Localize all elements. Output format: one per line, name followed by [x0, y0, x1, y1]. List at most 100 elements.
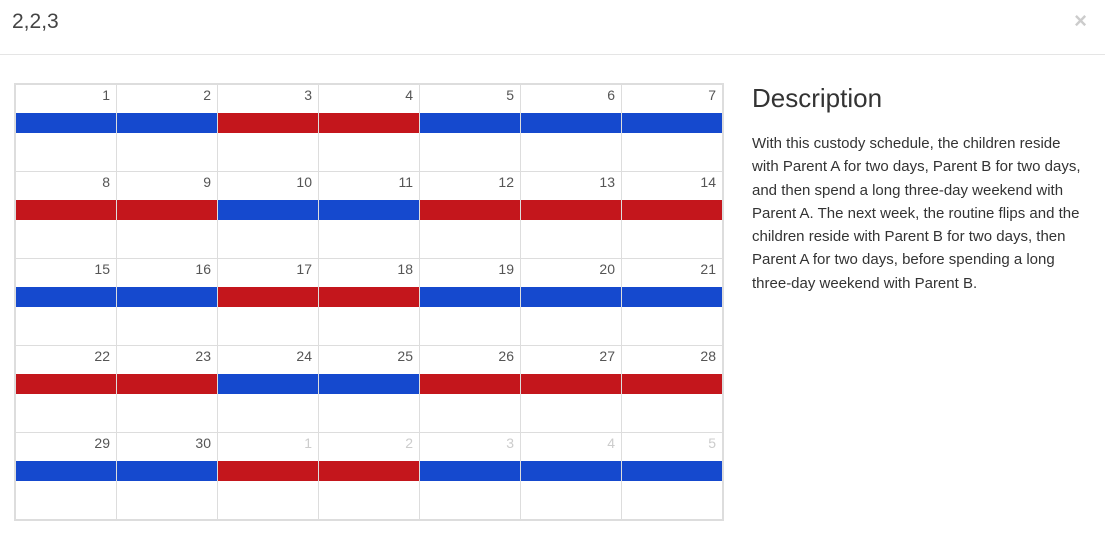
custody-bar: [117, 374, 217, 394]
day-number: 25: [319, 348, 413, 364]
custody-bar: [420, 287, 520, 307]
calendar-day-cell: 2: [319, 433, 420, 520]
custody-bar: [117, 461, 217, 481]
custody-bar: [319, 374, 419, 394]
day-number: 20: [521, 261, 615, 277]
calendar-day-cell: 14: [622, 172, 723, 259]
day-number: 9: [117, 174, 211, 190]
day-number: 7: [622, 87, 716, 103]
day-number: 6: [521, 87, 615, 103]
calendar-day-cell: 6: [521, 85, 622, 172]
calendar-day-cell: 10: [218, 172, 319, 259]
description-panel: Description With this custody schedule, …: [752, 83, 1091, 521]
custody-bar: [420, 200, 520, 220]
description-body: With this custody schedule, the children…: [752, 132, 1091, 295]
custody-bar: [218, 461, 318, 481]
custody-bar: [319, 200, 419, 220]
day-number: 4: [521, 435, 615, 451]
custody-bar: [319, 113, 419, 133]
day-number: 5: [420, 87, 514, 103]
custody-bar: [622, 374, 722, 394]
custody-bar: [622, 461, 722, 481]
calendar-day-cell: 12: [420, 172, 521, 259]
calendar-day-cell: 1: [16, 85, 117, 172]
calendar-day-cell: 4: [319, 85, 420, 172]
custody-bar: [521, 461, 621, 481]
custody-bar: [420, 374, 520, 394]
day-number: 24: [218, 348, 312, 364]
day-number: 28: [622, 348, 716, 364]
calendar-day-cell: 27: [521, 346, 622, 433]
day-number: 18: [319, 261, 413, 277]
day-number: 2: [117, 87, 211, 103]
calendar-day-cell: 1: [218, 433, 319, 520]
calendar-day-cell: 8: [16, 172, 117, 259]
modal-title: 2,2,3: [12, 10, 59, 34]
day-number: 1: [16, 87, 110, 103]
day-number: 21: [622, 261, 716, 277]
description-heading: Description: [752, 83, 1091, 114]
calendar-day-cell: 16: [117, 259, 218, 346]
calendar-day-cell: 5: [420, 85, 521, 172]
calendar-day-cell: 28: [622, 346, 723, 433]
custody-bar: [521, 200, 621, 220]
calendar-row: 2223 24 25 26 27 28: [16, 346, 723, 433]
day-number: 16: [117, 261, 211, 277]
day-number: 17: [218, 261, 312, 277]
calendar-day-cell: 23: [117, 346, 218, 433]
day-number: 23: [117, 348, 211, 364]
calendar-day-cell: 4: [521, 433, 622, 520]
calendar-day-cell: 25: [319, 346, 420, 433]
custody-bar: [218, 374, 318, 394]
calendar-day-cell: 2: [117, 85, 218, 172]
calendar-day-cell: 3: [218, 85, 319, 172]
day-number: 2: [319, 435, 413, 451]
day-number: 3: [218, 87, 312, 103]
custody-bar: [117, 200, 217, 220]
custody-bar: [521, 287, 621, 307]
custody-bar: [117, 113, 217, 133]
calendar-table: 1234567891011121314151617181920212223242…: [15, 84, 723, 520]
modal-body: 1234567891011121314151617181920212223242…: [0, 55, 1105, 535]
calendar-day-cell: 24: [218, 346, 319, 433]
custody-bar: [16, 287, 116, 307]
day-number: 10: [218, 174, 312, 190]
custody-bar: [521, 113, 621, 133]
day-number: 19: [420, 261, 514, 277]
day-number: 26: [420, 348, 514, 364]
calendar-day-cell: 11: [319, 172, 420, 259]
calendar-day-cell: 21: [622, 259, 723, 346]
custody-bar: [622, 113, 722, 133]
day-number: 13: [521, 174, 615, 190]
close-icon[interactable]: ×: [1074, 10, 1087, 32]
calendar-day-cell: 15: [16, 259, 117, 346]
custody-bar: [16, 374, 116, 394]
custody-calendar: 1234567891011121314151617181920212223242…: [14, 83, 724, 521]
calendar-day-cell: 26: [420, 346, 521, 433]
custody-bar: [117, 287, 217, 307]
calendar-day-cell: 3: [420, 433, 521, 520]
custody-bar: [218, 200, 318, 220]
calendar-day-cell: 18: [319, 259, 420, 346]
calendar-day-cell: 17: [218, 259, 319, 346]
calendar-row: 15 16 17 18 19 20 21: [16, 259, 723, 346]
custody-bar: [218, 113, 318, 133]
day-number: 3: [420, 435, 514, 451]
custody-bar: [319, 287, 419, 307]
calendar-day-cell: 7: [622, 85, 723, 172]
custody-bar: [622, 287, 722, 307]
day-number: 15: [16, 261, 110, 277]
day-number: 8: [16, 174, 110, 190]
calendar-row: 1234567: [16, 85, 723, 172]
calendar-day-cell: 22: [16, 346, 117, 433]
custody-bar: [420, 113, 520, 133]
custody-bar: [420, 461, 520, 481]
custody-bar: [622, 200, 722, 220]
custody-bar: [521, 374, 621, 394]
calendar-day-cell: 13: [521, 172, 622, 259]
day-number: 27: [521, 348, 615, 364]
calendar-row: 293012345: [16, 433, 723, 520]
calendar-day-cell: 5: [622, 433, 723, 520]
day-number: 1: [218, 435, 312, 451]
day-number: 5: [622, 435, 716, 451]
